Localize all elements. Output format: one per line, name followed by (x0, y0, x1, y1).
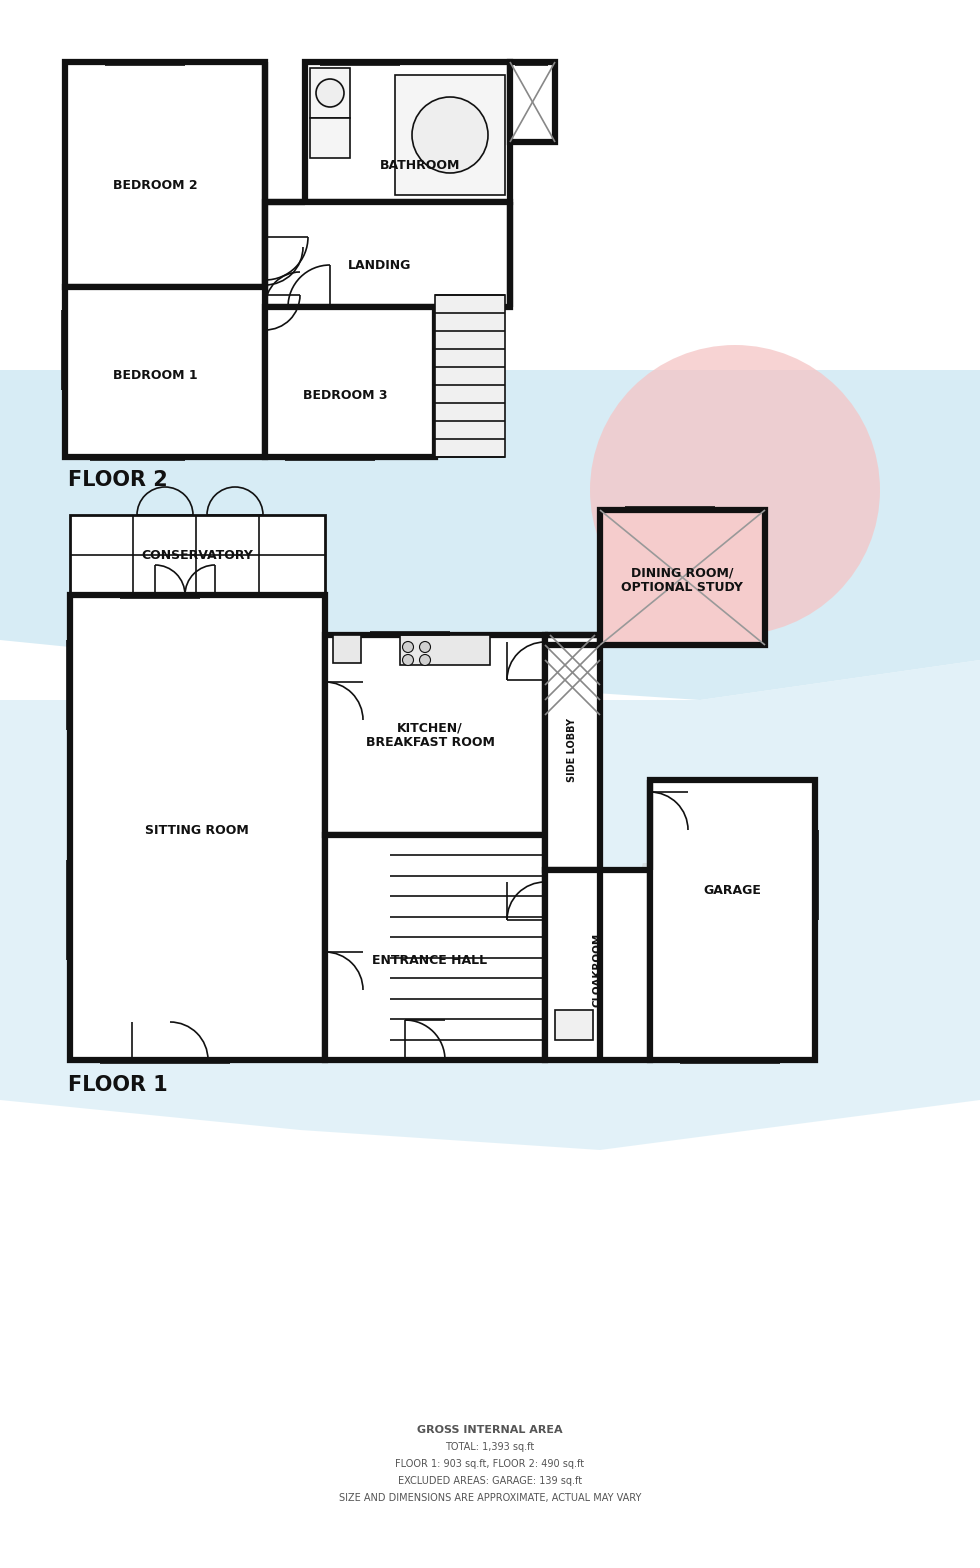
Circle shape (403, 641, 414, 652)
Text: BEDROOM 1: BEDROOM 1 (113, 368, 197, 381)
Bar (510, 63, 555, 143)
Bar (310, 118, 350, 158)
Bar (545, 635, 600, 870)
Text: CLOAKROOM: CLOAKROOM (592, 933, 602, 1007)
Polygon shape (0, 370, 980, 699)
Circle shape (419, 641, 430, 652)
Text: LANDING: LANDING (348, 259, 412, 271)
Bar (400, 635, 490, 665)
Text: FLOOR 2: FLOOR 2 (68, 470, 168, 491)
Bar (333, 635, 361, 663)
Bar (310, 67, 350, 118)
Circle shape (316, 78, 344, 107)
Text: GARAGE: GARAGE (703, 883, 760, 897)
Bar (650, 779, 815, 1060)
Bar (435, 295, 505, 456)
Bar (545, 870, 650, 1060)
Circle shape (403, 654, 414, 665)
Text: SIDE LOBBY: SIDE LOBBY (567, 718, 577, 782)
Text: KITCHEN/
BREAKFAST ROOM: KITCHEN/ BREAKFAST ROOM (366, 721, 495, 750)
Text: Taylor: Taylor (90, 833, 348, 908)
Text: FLOOR 1: FLOOR 1 (68, 1076, 168, 1094)
Bar (325, 635, 545, 836)
Text: CONSERVATORY: CONSERVATORY (141, 549, 253, 561)
Text: ENTRANCE HALL: ENTRANCE HALL (372, 953, 488, 966)
Bar (395, 75, 505, 194)
Circle shape (419, 654, 430, 665)
Bar (65, 287, 265, 456)
Bar (265, 307, 435, 456)
Text: DINING ROOM/
OPTIONAL STUDY: DINING ROOM/ OPTIONAL STUDY (621, 566, 743, 594)
Bar (555, 1010, 593, 1040)
Text: SIZE AND DIMENSIONS ARE APPROXIMATE, ACTUAL MAY VARY: SIZE AND DIMENSIONS ARE APPROXIMATE, ACT… (339, 1493, 641, 1504)
Text: FLOOR 1: 903 sq.ft, FLOOR 2: 490 sq.ft: FLOOR 1: 903 sq.ft, FLOOR 2: 490 sq.ft (396, 1458, 584, 1469)
Text: EXCLUDED AREAS: GARAGE: 139 sq.ft: EXCLUDED AREAS: GARAGE: 139 sq.ft (398, 1475, 582, 1486)
Text: BEDROOM 3: BEDROOM 3 (303, 389, 387, 401)
Text: TOTAL: 1,393 sq.ft: TOTAL: 1,393 sq.ft (445, 1443, 535, 1452)
Circle shape (412, 97, 488, 172)
Polygon shape (0, 660, 980, 1149)
Circle shape (590, 345, 880, 635)
Bar (70, 514, 325, 594)
Bar (325, 836, 545, 1060)
Text: Langley: Langley (420, 862, 757, 938)
Text: BATHROOM: BATHROOM (380, 158, 461, 171)
Bar (305, 63, 510, 202)
Bar (70, 594, 325, 1060)
Text: GROSS INTERNAL AREA: GROSS INTERNAL AREA (417, 1425, 563, 1435)
Bar (65, 63, 265, 287)
Bar (600, 510, 765, 644)
Bar (265, 202, 510, 307)
Text: BEDROOM 2: BEDROOM 2 (113, 179, 197, 191)
Text: SITTING ROOM: SITTING ROOM (145, 823, 249, 836)
